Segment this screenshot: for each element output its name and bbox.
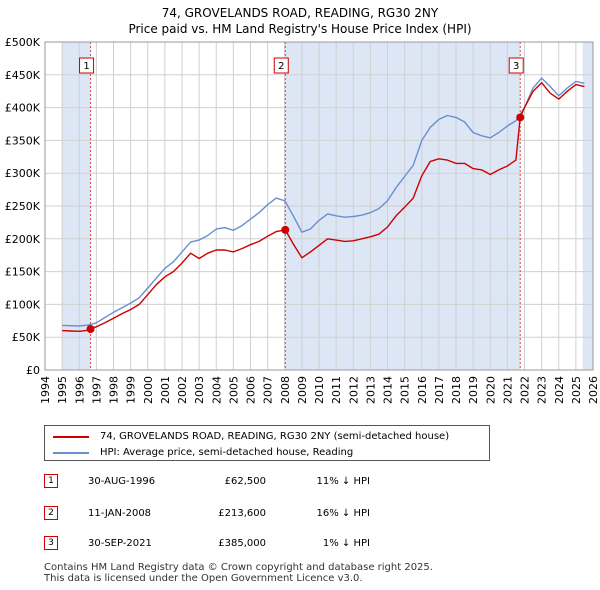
y-tick-label: £100K	[5, 298, 41, 311]
legend-label-hpi: HPI: Average price, semi-detached house,…	[100, 447, 354, 458]
x-tick-label: 2017	[433, 376, 446, 404]
x-tick-label: 2018	[450, 376, 463, 404]
y-tick-label: £400K	[5, 102, 41, 115]
x-tick-label: 2009	[296, 376, 309, 404]
sale-point	[516, 113, 525, 122]
x-tick-label: 2000	[142, 376, 155, 404]
x-tick-label: 2002	[176, 376, 189, 404]
sale-label-text: 1	[83, 61, 89, 72]
x-tick-label: 2016	[416, 376, 429, 404]
x-tick-label: 2022	[519, 376, 532, 404]
y-tick-label: £200K	[5, 233, 41, 246]
x-tick-label: 2020	[484, 376, 497, 404]
price-chart: £0 £50K £100K £150K £200K £250K £300K £350K £400…	[5, 36, 600, 404]
x-tick-label: 1997	[90, 376, 103, 404]
x-tick-label: 2019	[467, 376, 480, 404]
x-tick-label: 1995	[56, 376, 69, 404]
x-tick-label: 1998	[108, 376, 121, 404]
x-tick-label: 2005	[227, 376, 240, 404]
x-tick-label: 2013	[364, 376, 377, 404]
sale-label-text: 2	[278, 61, 284, 72]
x-tick-label: 2024	[553, 376, 566, 404]
x-tick-label: 2004	[210, 376, 223, 404]
sale-price: £385,000	[218, 538, 266, 549]
x-tick-label: 2025	[570, 376, 583, 404]
sale-label-box	[79, 57, 95, 74]
sale-date: 11-JAN-2008	[88, 508, 152, 519]
chart-title: 74, GROVELANDS ROAD, READING, RG30 2NY	[161, 6, 439, 20]
x-tick-label: 2006	[245, 376, 258, 404]
x-tick-label: 2021	[501, 376, 514, 404]
x-tick-label: 2010	[313, 376, 326, 404]
chart-subtitle: Price paid vs. HM Land Registry's House …	[128, 22, 472, 36]
x-tick-label: 2014	[382, 376, 395, 404]
y-tick-label: £300K	[5, 167, 41, 180]
y-tick-label: £150K	[5, 266, 41, 279]
x-tick-label: 1996	[73, 376, 86, 404]
x-tick-label: 2008	[279, 376, 292, 404]
sale-row: 3 30-SEP-2021 £385,000 1% ↓ HPI	[0, 534, 600, 554]
sale-label-box	[273, 57, 289, 74]
sale-date: 30-AUG-1996	[88, 476, 156, 487]
footer-license: This data is licensed under the Open Gov…	[44, 573, 363, 584]
sale-hpi-diff: 1% ↓ HPI	[322, 538, 370, 549]
sale-label-box	[508, 57, 524, 74]
sale-number-badge: 3	[44, 536, 58, 550]
x-tick-label: 2007	[262, 376, 275, 404]
y-tick-label: £250K	[5, 200, 41, 213]
property-price-line	[62, 81, 585, 332]
hpi-line	[62, 77, 585, 327]
legend: 74, GROVELANDS ROAD, READING, RG30 2NY (…	[44, 425, 490, 461]
x-tick-label: 1999	[125, 376, 138, 404]
sale-hpi-diff: 11% ↓ HPI	[316, 476, 370, 487]
plot-border	[44, 41, 594, 371]
sale-price: £62,500	[224, 476, 266, 487]
footer-copyright: Contains HM Land Registry data © Crown c…	[44, 562, 433, 573]
sale-number-badge: 1	[44, 474, 58, 488]
x-tick-label: 2012	[347, 376, 360, 404]
y-tick-label: £50K	[12, 331, 41, 344]
y-tick-label: £450K	[5, 69, 41, 82]
legend-label-property: 74, GROVELANDS ROAD, READING, RG30 2NY (…	[100, 431, 450, 442]
x-tick-label: 2001	[159, 376, 172, 404]
y-tick-label: £500K	[5, 36, 41, 49]
x-tick-label: 2003	[193, 376, 206, 404]
x-tick-label: 2011	[330, 376, 343, 404]
sale-hpi-diff: 16% ↓ HPI	[316, 508, 370, 519]
sale-row: 1 30-AUG-1996 £62,500 11% ↓ HPI	[0, 472, 600, 492]
legend-swatch-hpi	[53, 452, 89, 454]
sale-label-text: 3	[513, 61, 519, 72]
legend-swatch-property	[53, 436, 89, 438]
sale-number-badge: 2	[44, 506, 58, 520]
sale-date: 30-SEP-2021	[88, 538, 152, 549]
sale-point	[281, 225, 290, 234]
y-tick-label: £0	[26, 364, 40, 377]
y-tick-label: £350K	[5, 134, 41, 147]
x-tick-label: 1994	[39, 376, 52, 404]
x-tick-label: 2026	[587, 376, 600, 404]
x-tick-label: 2015	[399, 376, 412, 404]
sale-row: 2 11-JAN-2008 £213,600 16% ↓ HPI	[0, 504, 600, 524]
x-tick-label: 2023	[536, 376, 549, 404]
sale-price: £213,600	[218, 508, 266, 519]
sale-point	[86, 325, 95, 333]
